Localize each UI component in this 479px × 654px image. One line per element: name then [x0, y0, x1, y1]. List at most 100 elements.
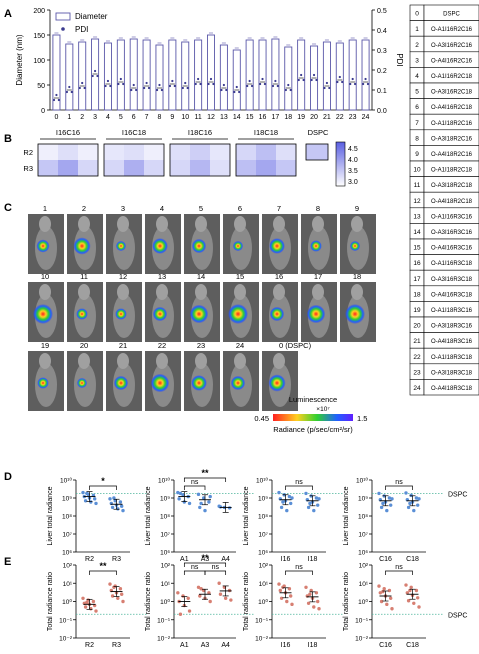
data-point — [222, 585, 227, 589]
data-point — [316, 503, 320, 507]
pdi-point — [328, 86, 331, 90]
significance-label: * — [101, 476, 105, 486]
y2-tick-label: 0.2 — [377, 68, 387, 75]
diameter-bar — [78, 41, 87, 111]
y2-axis-label: PDI — [395, 53, 404, 66]
y-tick-label: 100 — [33, 58, 45, 65]
luminescence-signal — [345, 304, 365, 324]
scatter-d-4: 10⁶ 10⁷ 10⁸ 10⁹ 10¹⁰ Liver total radiance DSPC… — [343, 477, 467, 564]
heatmap-cell — [236, 144, 256, 160]
pdi-point — [96, 74, 99, 78]
mouse-image — [67, 214, 103, 274]
data-point — [387, 496, 392, 500]
table-index: 19 — [413, 307, 421, 314]
table-formulation: O-A4I18R2C18 — [431, 199, 473, 205]
heatmap-cell — [78, 144, 98, 160]
data-point — [309, 588, 313, 593]
data-point — [227, 506, 232, 510]
x-tick-label: 0 — [54, 114, 58, 121]
luminescence-signal — [150, 373, 170, 393]
y-tick-label: 10¹⁰ — [356, 477, 368, 485]
y-tick-label: 50 — [37, 83, 45, 90]
heatmap-cell — [190, 144, 210, 160]
table-index: 20 — [413, 323, 421, 330]
mouse-image — [145, 214, 181, 274]
data-point — [406, 599, 411, 603]
y-tick-label: 0 — [41, 108, 45, 115]
luminescence-signal — [115, 240, 127, 252]
mouse-label: 17 — [314, 272, 322, 281]
diameter-bar — [232, 49, 241, 111]
pdi-point — [199, 82, 202, 86]
data-point — [416, 503, 420, 507]
x-tick-label: 17 — [272, 114, 280, 121]
significance-bracket — [285, 485, 313, 490]
heatmap-cell — [170, 160, 190, 176]
data-point — [108, 582, 112, 586]
mouse-head — [117, 216, 129, 232]
mouse-label: 7 — [277, 204, 281, 213]
data-point — [202, 588, 206, 593]
x-tick-label: 15 — [246, 114, 254, 121]
y-tick-label: 10¹ — [259, 581, 269, 588]
y-axis-label: Total radiance ratio — [343, 572, 350, 631]
table-index: 13 — [413, 213, 421, 220]
diameter-bar — [142, 39, 151, 111]
heatmap-group-border — [103, 143, 165, 177]
table-index: 5 — [415, 89, 419, 96]
pdi-point — [222, 83, 225, 87]
data-point — [279, 505, 284, 510]
pdi-point — [351, 77, 354, 81]
x-tick-label: 2 — [80, 114, 84, 121]
significance-bracket — [385, 570, 413, 575]
data-point — [181, 493, 185, 497]
luminescence-signal — [113, 375, 129, 391]
table-index: 2 — [415, 42, 419, 49]
pdi-point — [366, 82, 370, 86]
heatmap-group-label: I18C16 — [188, 128, 212, 137]
data-point — [202, 496, 206, 500]
mouse-head — [39, 284, 51, 300]
panel-letter-e: E — [4, 556, 11, 568]
y-tick-label: 10⁻¹ — [157, 617, 171, 624]
data-point — [89, 500, 93, 504]
heatmap-cell — [276, 144, 296, 160]
table-formulation: DSPC — [443, 12, 460, 18]
data-point — [287, 587, 292, 591]
data-point — [186, 596, 190, 600]
y2-tick-label: 0.3 — [377, 48, 387, 55]
diameter-bar — [116, 39, 125, 111]
table-index: 10 — [413, 167, 421, 174]
data-point — [409, 585, 413, 589]
data-point — [229, 598, 233, 602]
y-axis-label: Liver total radiance — [243, 486, 250, 545]
table-index: 3 — [415, 57, 419, 64]
data-point — [408, 588, 412, 593]
data-point — [207, 591, 211, 595]
diameter-bar — [219, 44, 228, 111]
mouse-image — [67, 351, 103, 411]
diameter-bar — [258, 39, 267, 111]
significance-label: ns — [212, 564, 220, 571]
x-tick-label: R3 — [112, 642, 121, 649]
pdi-point — [349, 82, 352, 86]
data-point — [196, 492, 201, 497]
pdi-point — [323, 86, 326, 90]
table-formulation: O-A3I18R2C16 — [431, 136, 473, 142]
x-tick-label: I16 — [281, 556, 291, 563]
mouse-head — [351, 284, 363, 300]
luminescence-scale: ×10⁷ — [316, 406, 330, 413]
heatmap-group-label: DSPC — [308, 128, 329, 137]
data-point — [414, 496, 419, 500]
y-tick-label: 10⁻² — [59, 636, 73, 643]
data-point — [414, 588, 419, 593]
y-tick-label: 10¹ — [63, 581, 73, 588]
y2-tick-label: 0.4 — [377, 28, 387, 35]
mouse-image — [340, 214, 376, 274]
luminescence-signal — [191, 238, 207, 254]
significance-bracket — [183, 485, 206, 490]
pdi-point — [93, 69, 97, 73]
table-index: 8 — [415, 135, 419, 142]
diameter-bar — [155, 44, 164, 111]
luminescence-bar — [273, 414, 353, 421]
